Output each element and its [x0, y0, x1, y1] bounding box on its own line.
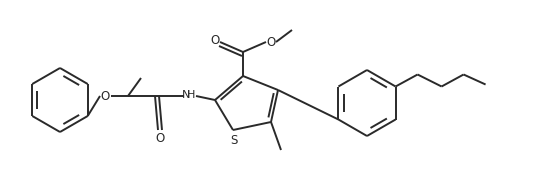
Text: O: O	[266, 35, 276, 48]
Text: O: O	[210, 34, 219, 46]
Text: O: O	[156, 132, 165, 145]
Text: S: S	[230, 133, 238, 146]
Text: H: H	[187, 90, 195, 100]
Text: O: O	[100, 90, 110, 103]
Text: N: N	[182, 90, 190, 100]
